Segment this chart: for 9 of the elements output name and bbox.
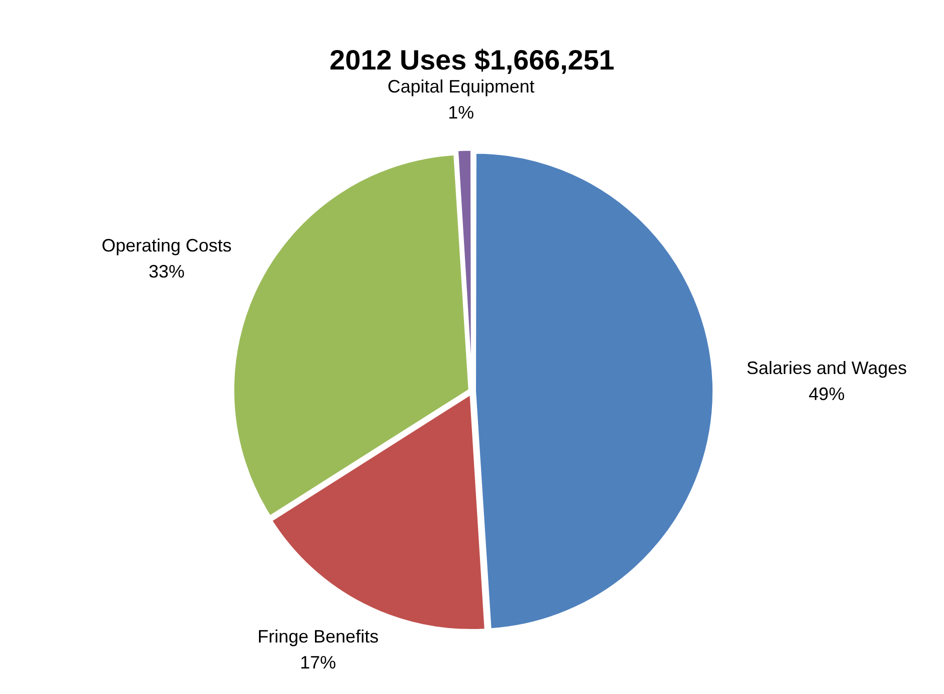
data-label: 49% (808, 384, 845, 404)
data-label: 1% (448, 102, 474, 123)
data-label: 17% (300, 652, 336, 672)
slice-label: Capital Equipment (387, 76, 535, 97)
slice-label: Operating Costs (102, 235, 232, 256)
data-label: 33% (148, 261, 185, 282)
slice-label: Fringe Benefits (258, 626, 379, 646)
slice-label: Salaries and Wages (746, 358, 907, 378)
chart-title: 2012 Uses $1,666,251 (330, 44, 614, 76)
